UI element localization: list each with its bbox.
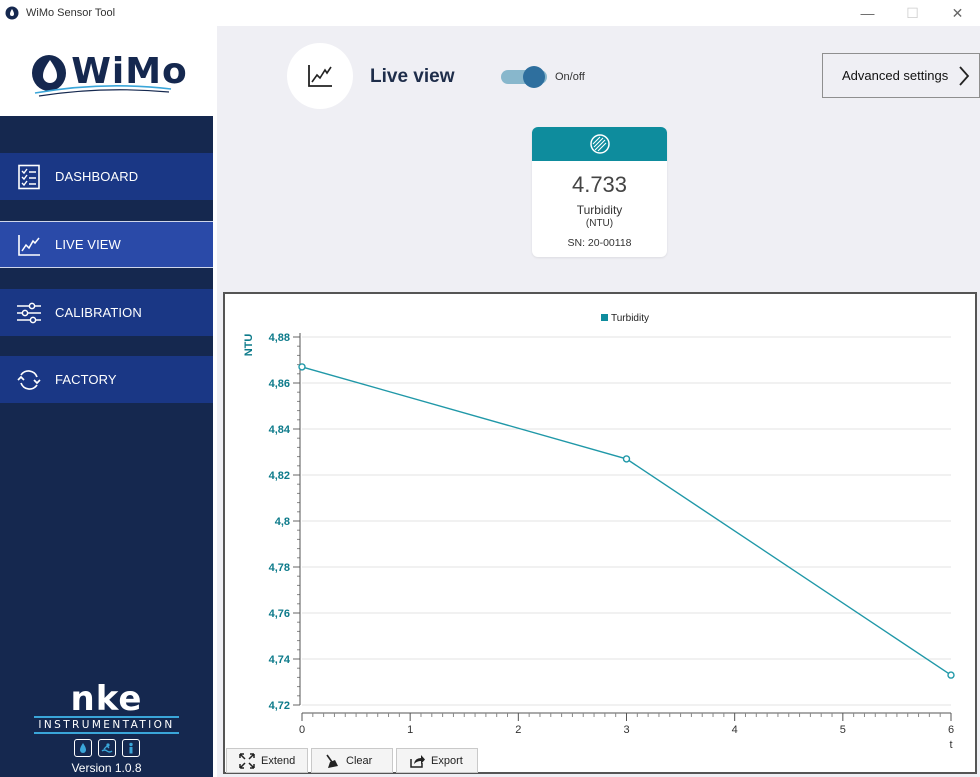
y-axis-title: NTU bbox=[243, 334, 255, 357]
x-tick-label: 6 bbox=[948, 724, 954, 736]
chart-panel: 4,72 4,74 4,76 4,78 4,8 4,82 4,84 4,86 4,88 0 1 2 3 4… bbox=[223, 292, 977, 774]
person-icon bbox=[121, 739, 140, 757]
page-title: Live view bbox=[370, 66, 455, 87]
y-tick-label: 4,78 bbox=[269, 562, 290, 574]
brand-name: nke bbox=[70, 679, 143, 719]
refresh-icon bbox=[17, 369, 41, 390]
legend-swatch bbox=[601, 314, 608, 321]
clear-button[interactable]: Clear bbox=[311, 748, 393, 773]
toggle-knob bbox=[523, 66, 545, 88]
wimo-logo: WiMo bbox=[29, 49, 188, 97]
minimize-button[interactable]: — bbox=[860, 5, 875, 21]
logo-area: WiMo bbox=[0, 26, 217, 116]
y-tick-label: 4,86 bbox=[269, 378, 290, 390]
x-tick-label: 5 bbox=[840, 724, 846, 736]
app-version: Version 1.0.8 bbox=[71, 761, 142, 775]
window-title: WiMo Sensor Tool bbox=[26, 7, 116, 19]
extend-button[interactable]: Extend bbox=[226, 748, 308, 773]
broom-icon bbox=[326, 754, 338, 768]
brand-subtitle: INSTRUMENTATION bbox=[34, 716, 179, 734]
logo-text: WiMo bbox=[71, 50, 188, 92]
expand-icon bbox=[239, 752, 255, 769]
advanced-settings-label: Advanced settings bbox=[842, 68, 949, 83]
chart-line-icon bbox=[308, 65, 332, 87]
export-button[interactable]: Export bbox=[396, 748, 478, 773]
sensor-serial: SN: 20-00118 bbox=[567, 237, 632, 249]
y-tick-label: 4,72 bbox=[269, 700, 290, 712]
clear-label: Clear bbox=[346, 754, 373, 767]
window-controls: — ☐ ✕ bbox=[845, 0, 980, 26]
logo-swoosh bbox=[35, 85, 172, 97]
sidebar: WiMo DASHBOARD LIVE VIEW CALIBRATION bbox=[0, 26, 217, 777]
live-view-badge bbox=[287, 43, 353, 109]
x-tick-label: 2 bbox=[515, 724, 521, 736]
data-point bbox=[298, 363, 306, 371]
sensor-value: 4.733 bbox=[571, 172, 628, 197]
chart-line-icon bbox=[18, 234, 40, 256]
advanced-settings-button[interactable]: Advanced settings bbox=[822, 53, 980, 98]
turbidity-icon bbox=[589, 134, 610, 154]
on-off-toggle[interactable] bbox=[501, 66, 549, 88]
export-icon bbox=[410, 754, 425, 768]
export-label: Export bbox=[431, 754, 463, 767]
sensor-card-turbidity[interactable]: 4.733 Turbidity (NTU) SN: 20-00118 bbox=[532, 127, 667, 257]
data-point bbox=[622, 455, 631, 463]
sidebar-item-factory[interactable]: FACTORY bbox=[0, 356, 213, 403]
toggle-label: On/off bbox=[555, 71, 585, 83]
sensor-card-header bbox=[532, 127, 667, 161]
x-axis-title: t bbox=[949, 739, 952, 751]
y-tick-label: 4,8 bbox=[275, 516, 290, 528]
water-drop-icon bbox=[73, 739, 92, 757]
sidebar-item-live-view[interactable]: LIVE VIEW bbox=[0, 221, 213, 268]
data-point bbox=[947, 671, 955, 679]
main-content: Live view On/off Advanced settings 4.733… bbox=[217, 26, 980, 777]
extend-label: Extend bbox=[261, 754, 296, 767]
app-drop-icon bbox=[5, 6, 19, 20]
sidebar-item-label: FACTORY bbox=[55, 372, 117, 387]
maximize-button[interactable]: ☐ bbox=[906, 4, 919, 21]
x-tick-label: 3 bbox=[623, 724, 629, 736]
logo-drop-icon bbox=[32, 55, 67, 91]
x-tick-label: 4 bbox=[732, 724, 738, 736]
checklist-icon bbox=[18, 164, 40, 189]
y-tick-label: 4,88 bbox=[269, 332, 290, 344]
y-tick-label: 4,74 bbox=[269, 654, 291, 666]
x-tick-label: 0 bbox=[299, 724, 305, 736]
x-tick-label: 1 bbox=[407, 724, 413, 736]
close-button[interactable]: ✕ bbox=[951, 4, 964, 21]
legend-label: Turbidity bbox=[611, 313, 649, 324]
sidebar-item-label: DASHBOARD bbox=[55, 169, 139, 184]
sidebar-item-label: CALIBRATION bbox=[55, 305, 142, 320]
y-tick-label: 4,82 bbox=[269, 470, 290, 482]
sliders-icon bbox=[17, 302, 41, 323]
title-bar: WiMo Sensor Tool — ☐ ✕ bbox=[0, 0, 980, 26]
sidebar-item-dashboard[interactable]: DASHBOARD bbox=[0, 153, 213, 200]
nke-brand: nke INSTRUMENTATION Version 1.0.8 bbox=[0, 679, 213, 775]
y-tick-label: 4,84 bbox=[269, 424, 291, 436]
brand-icons bbox=[73, 739, 140, 757]
swimmer-icon bbox=[97, 739, 116, 757]
sensor-unit: (NTU) bbox=[585, 218, 614, 229]
sidebar-item-calibration[interactable]: CALIBRATION bbox=[0, 289, 213, 336]
y-tick-label: 4,76 bbox=[269, 608, 290, 620]
sidebar-item-label: LIVE VIEW bbox=[55, 237, 121, 252]
chevron-right-icon bbox=[959, 66, 970, 86]
line-chart: 4,72 4,74 4,76 4,78 4,8 4,82 4,84 4,86 4,88 0 1 2 3 4… bbox=[243, 313, 955, 751]
sensor-name: Turbidity bbox=[576, 203, 623, 217]
